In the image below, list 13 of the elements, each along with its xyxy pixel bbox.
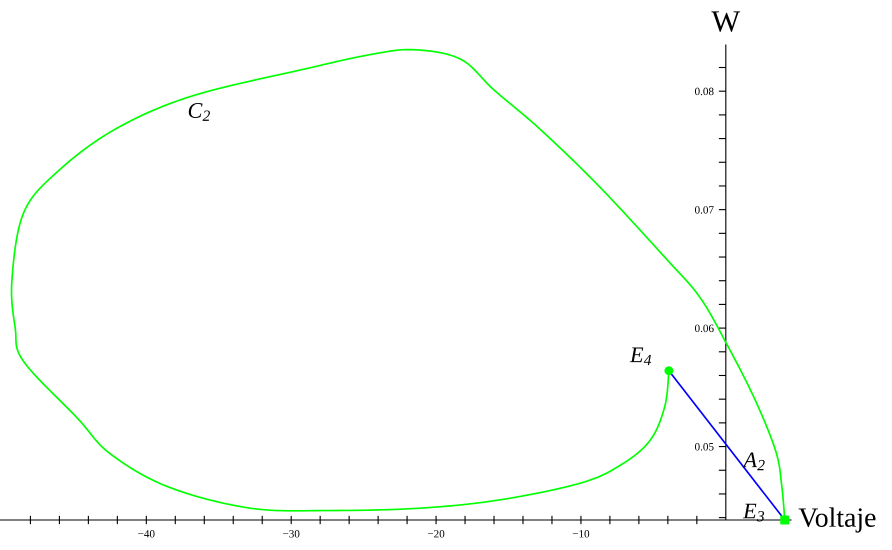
- y-tick-label: 0.06: [694, 324, 714, 332]
- annotation: C$_{2}$: [188, 103, 210, 121]
- y-tick-label: 0.05: [694, 443, 714, 451]
- x-tick-label: −30: [283, 530, 300, 538]
- x-tick-label: −20: [428, 530, 444, 538]
- y-tick-label: 0.07: [694, 206, 714, 214]
- x-tick-label: −40: [138, 530, 155, 538]
- annotation: E$_{4}$: [630, 348, 652, 366]
- x-tick-label: −10: [572, 530, 590, 538]
- x-axis-title: Voltaje: [798, 507, 876, 533]
- annotation: A$_{2}$: [742, 452, 765, 470]
- y-axis-title: W: [711, 11, 740, 32]
- y-tick-label: 0.08: [694, 88, 714, 96]
